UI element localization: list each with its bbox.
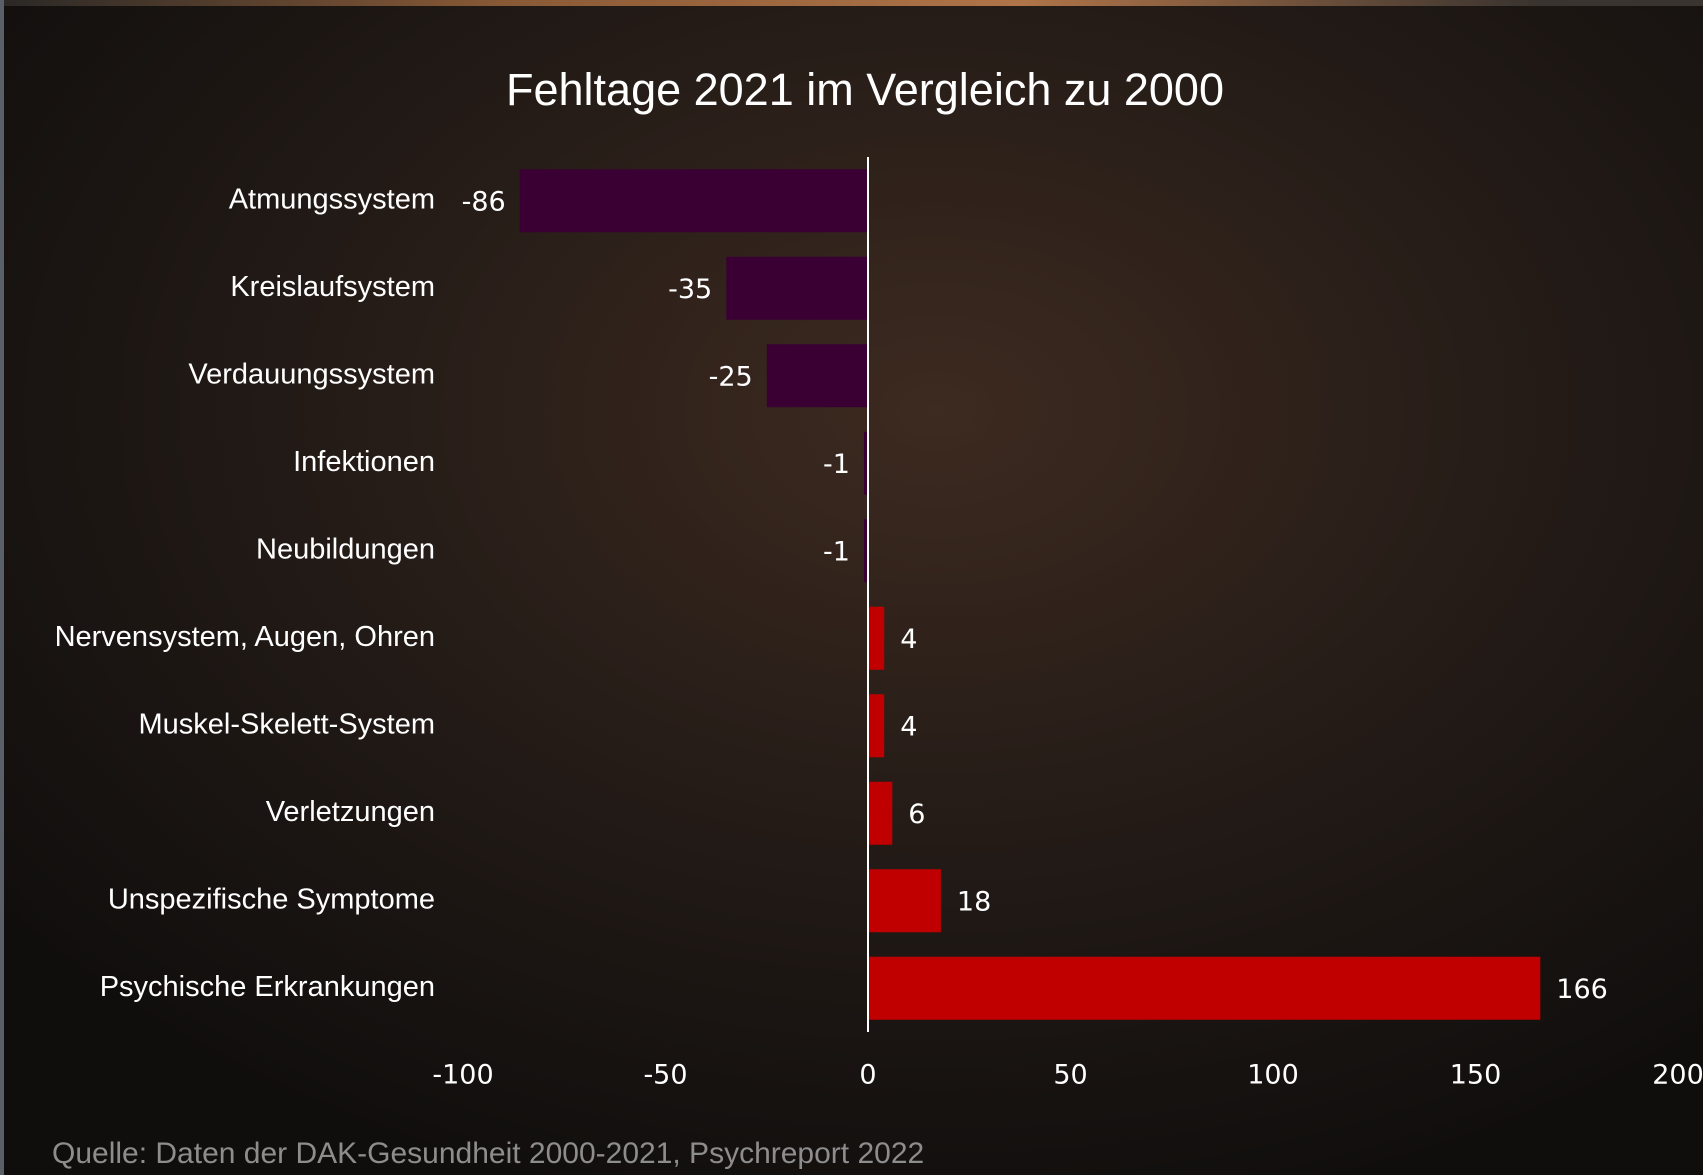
bar (868, 782, 892, 845)
value-label: -86 (462, 186, 506, 217)
bar (868, 694, 884, 757)
x-tick-label: 100 (1247, 1060, 1299, 1091)
x-tick-label: -100 (432, 1060, 493, 1091)
bar (868, 869, 941, 932)
x-tick-label: 150 (1450, 1060, 1502, 1091)
top-band (0, 0, 1703, 6)
value-label: -1 (823, 449, 850, 480)
category-label: Muskel-Skelett-System (138, 708, 435, 740)
value-label: -35 (668, 274, 712, 305)
value-label: 6 (908, 799, 925, 830)
x-tick-label: -50 (643, 1060, 687, 1091)
x-tick-label: 200 (1652, 1060, 1703, 1091)
x-tick-label: 50 (1053, 1060, 1087, 1091)
category-label: Unspezifische Symptome (108, 883, 435, 915)
chart: Fehltage 2021 im Vergleich zu 2000 Quell… (0, 0, 1703, 1175)
category-label: Psychische Erkrankungen (100, 971, 435, 1003)
category-label: Infektionen (293, 446, 435, 478)
value-label: 4 (900, 624, 917, 655)
left-edge (0, 0, 4, 1175)
bar (726, 257, 868, 320)
category-label: Atmungssystem (229, 183, 435, 215)
category-label: Verdauungssystem (188, 358, 435, 390)
bar (767, 344, 868, 407)
x-tick-label: 0 (859, 1060, 876, 1091)
source-note: Quelle: Daten der DAK-Gesundheit 2000-20… (52, 1137, 924, 1170)
bar (520, 169, 868, 232)
value-label: 4 (900, 711, 917, 742)
category-label: Neubildungen (256, 533, 435, 565)
category-label: Kreislaufsystem (230, 271, 435, 303)
value-label: -25 (709, 361, 753, 392)
category-label: Nervensystem, Augen, Ohren (55, 621, 435, 653)
category-label: Verletzungen (266, 796, 435, 828)
page: {"chart_data": {"type": "barh", "title":… (0, 0, 1703, 1175)
value-label: -1 (823, 536, 850, 567)
chart-title: Fehltage 2021 im Vergleich zu 2000 (506, 64, 1224, 115)
bar (868, 957, 1540, 1020)
value-label: 18 (957, 886, 991, 917)
bar (868, 607, 884, 670)
value-label: 166 (1556, 974, 1608, 1005)
